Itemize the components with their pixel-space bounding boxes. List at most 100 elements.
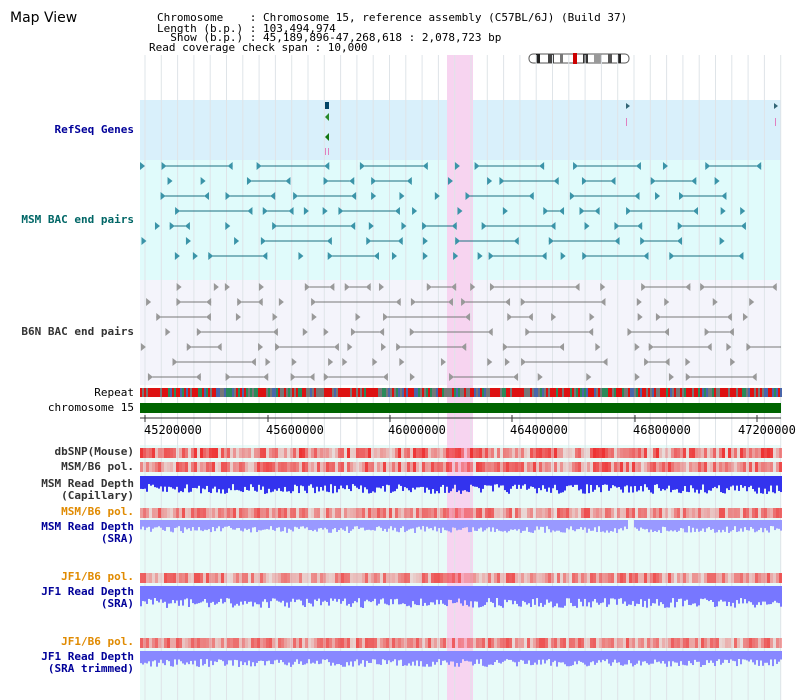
read-depth-bar [680, 586, 682, 599]
read-depth-bar [148, 651, 150, 662]
repeat-segment [622, 388, 624, 397]
read-depth-bar [296, 651, 298, 660]
polymorphism-bar [701, 448, 704, 458]
read-depth-bar [476, 586, 478, 602]
read-depth-bar [216, 520, 218, 529]
read-depth-bar [402, 651, 404, 666]
bac-end-marker [323, 177, 329, 185]
read-depth-bar [540, 586, 542, 603]
refseq-genes-label[interactable]: RefSeq Genes [54, 123, 134, 136]
read-depth-bar [556, 586, 558, 604]
read-depth-bar [724, 651, 726, 660]
read-depth-bar [320, 476, 322, 487]
read-depth-bar [462, 651, 464, 660]
read-depth-bar [734, 586, 736, 608]
repeat-segment [512, 388, 514, 397]
polymorphism-bar [386, 462, 389, 472]
read-depth-bar [484, 586, 486, 605]
show-range-info: Show (b.p.) : 45,189,896-47,268,618 : 2,… [157, 31, 502, 44]
polymorphism-bar [485, 448, 488, 458]
polymorphism-bar [437, 508, 440, 518]
read-depth-bar [548, 476, 550, 488]
jf1-depth-sra-label[interactable]: JF1 Read Depth (SRA) [41, 585, 134, 610]
polymorphism-bar [647, 448, 650, 458]
dbsnp-label[interactable]: dbSNP(Mouse) [54, 445, 134, 458]
repeat-segment [154, 388, 156, 397]
read-depth-bar [482, 520, 484, 532]
repeat-segment [426, 388, 428, 397]
polymorphism-bar [479, 508, 482, 518]
polymorphism-bar [650, 448, 653, 458]
polymorphism-bar [563, 573, 566, 583]
read-depth-bar [364, 586, 366, 602]
read-depth-bar [584, 476, 586, 494]
read-depth-bar [684, 586, 686, 601]
polymorphism-bar [179, 573, 182, 583]
read-depth-bar [282, 651, 284, 663]
read-depth-bar [428, 520, 430, 529]
read-depth-bar [480, 586, 482, 607]
msm-depth-capillary-label[interactable]: MSM Read Depth (Capillary) [41, 477, 134, 502]
bac-end-marker [487, 358, 493, 366]
read-depth-bar [466, 476, 468, 492]
polymorphism-bar [341, 508, 344, 518]
jf1-b6-pol-label[interactable]: JF1/B6 pol. [61, 570, 134, 583]
read-depth-bar [156, 476, 158, 488]
repeat-segment [592, 388, 594, 397]
polymorphism-bar [530, 573, 533, 583]
b6n-bac-label[interactable]: B6N BAC end pairs [21, 325, 134, 338]
jf1-depth-trimmed-label[interactable]: JF1 Read Depth (SRA trimmed) [41, 650, 134, 675]
repeat-segment [726, 388, 728, 397]
bac-end-marker [409, 373, 415, 381]
polymorphism-bar [317, 448, 320, 458]
msm-depth-sra-label[interactable]: MSM Read Depth (SRA) [41, 520, 134, 545]
polymorphism-bar [320, 462, 323, 472]
read-depth-bar [370, 586, 372, 603]
repeat-segment [548, 388, 550, 397]
polymorphism-bar [389, 638, 392, 648]
msm-b6-pol-label[interactable]: MSM/B6 pol. [61, 460, 134, 473]
polymorphism-bar [632, 448, 635, 458]
polymorphism-bar [368, 638, 371, 648]
polymorphism-bar [350, 508, 353, 518]
polymorphism-bar [188, 638, 191, 648]
polymorphism-bar [518, 448, 521, 458]
polymorphism-bar [464, 573, 467, 583]
repeat-segment [270, 388, 272, 397]
repeat-segment [690, 388, 692, 397]
read-depth-bar [598, 651, 600, 661]
read-depth-bar [492, 651, 494, 665]
polymorphism-bar [515, 573, 518, 583]
read-depth-bar [350, 651, 352, 662]
read-depth-bar [314, 476, 316, 494]
polymorphism-bar [668, 508, 671, 518]
polymorphism-bar [464, 448, 467, 458]
read-depth-bar [362, 651, 364, 661]
read-depth-bar [494, 520, 496, 533]
repeat-segment [550, 388, 552, 397]
read-depth-bar [620, 520, 622, 529]
read-depth-bar [580, 476, 582, 490]
polymorphism-bar [320, 638, 323, 648]
bac-end-marker [311, 313, 317, 321]
read-depth-bar [742, 651, 744, 660]
polymorphism-bar [509, 448, 512, 458]
read-depth-bar [684, 520, 686, 533]
jf1-b6-pol-trimmed-label[interactable]: JF1/B6 pol. [61, 635, 134, 648]
polymorphism-bar [308, 573, 311, 583]
polymorphism-bar [455, 638, 458, 648]
msm-bac-label[interactable]: MSM BAC end pairs [21, 213, 134, 226]
read-depth-bar [678, 520, 680, 531]
msm-b6-pol-sra-label[interactable]: MSM/B6 pol. [61, 505, 134, 518]
read-depth-bar [744, 520, 746, 528]
polymorphism-bar [554, 508, 557, 518]
read-depth-bar [588, 586, 590, 603]
read-depth-bar [510, 476, 512, 489]
read-depth-bar [514, 520, 516, 530]
polymorphism-bar [539, 508, 542, 518]
read-depth-bar [666, 520, 668, 531]
read-depth-bar [652, 476, 654, 494]
polymorphism-bar [653, 638, 656, 648]
read-depth-bar [188, 586, 190, 608]
